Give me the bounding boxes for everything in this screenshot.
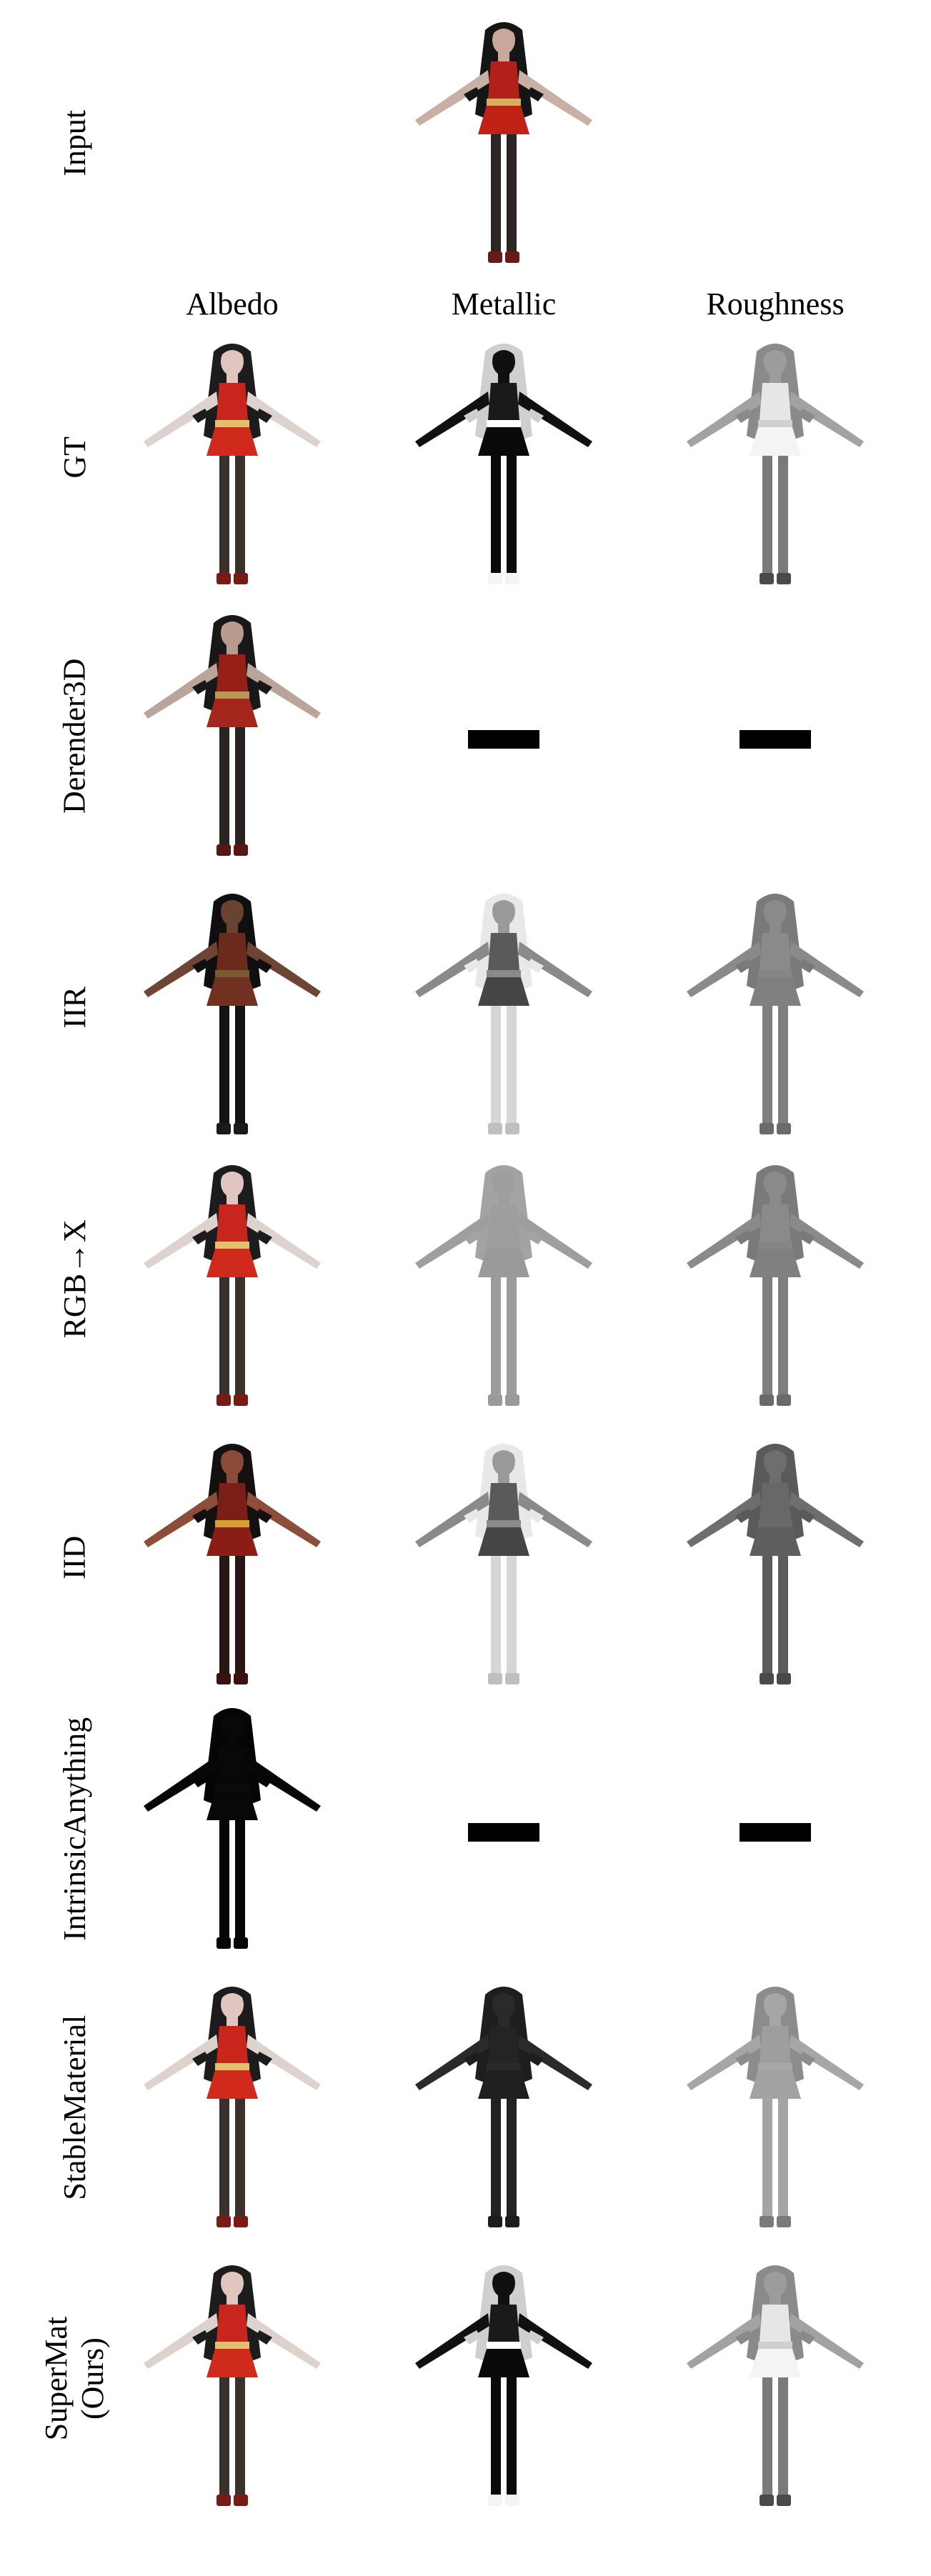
row-label-input: Input: [56, 109, 92, 176]
gt-metallic-render: [368, 336, 639, 593]
gt-roughness-render: [639, 336, 911, 593]
column-header-metallic: Metallic: [451, 286, 557, 321]
stablematerial-roughness-render: [639, 1979, 911, 2236]
supermat-roughness-render: [639, 2257, 911, 2515]
intrinsicanything-albedo-render: [96, 1700, 368, 1957]
iid-roughness-render: [639, 1436, 911, 1693]
column-header-roughness: Roughness: [706, 286, 845, 321]
rgbx-roughness-render: [639, 1157, 911, 1414]
iir-albedo-render: [96, 886, 368, 1143]
iir-roughness-render: [639, 886, 911, 1143]
iid-metallic-render: [368, 1436, 639, 1693]
stablematerial-albedo-render: [96, 1979, 368, 2236]
supermat-albedo-render: [96, 2257, 368, 2515]
derender3d-metallic-no-output-bar: [468, 730, 539, 749]
rgbx-albedo-render: [96, 1157, 368, 1414]
iid-albedo-render: [96, 1436, 368, 1693]
derender3d-albedo-render: [96, 607, 368, 864]
supermat-metallic-render: [368, 2257, 639, 2515]
intrinsicanything-metallic-no-output-bar: [468, 1823, 539, 1842]
input-render: [368, 14, 639, 271]
stablematerial-metallic-render: [368, 1979, 639, 2236]
intrinsicanything-roughness-no-output-bar: [740, 1823, 811, 1842]
column-header-albedo: Albedo: [186, 286, 279, 321]
rgbx-metallic-render: [368, 1157, 639, 1414]
derender3d-roughness-no-output-bar: [740, 730, 811, 749]
iir-metallic-render: [368, 886, 639, 1143]
gt-albedo-render: [96, 336, 368, 593]
